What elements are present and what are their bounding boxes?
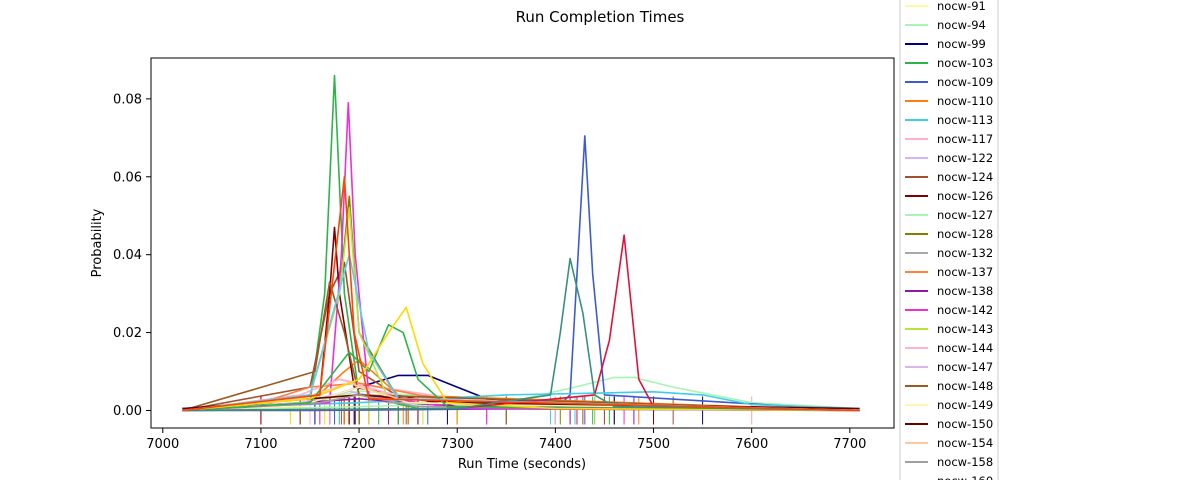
legend-label: nocw-148	[937, 379, 993, 393]
legend-label: nocw-154	[937, 436, 993, 450]
y-tick-label: 0.02	[113, 326, 142, 341]
legend-item: nocw-124	[905, 170, 993, 184]
x-tick-label: 7100	[244, 437, 277, 452]
legend-label: nocw-113	[937, 113, 993, 127]
legend-label: nocw-91	[937, 0, 986, 13]
y-tick-label: 0.00	[113, 404, 142, 419]
series-line-unlabeled-28	[182, 257, 860, 412]
series-line-nocw-160	[182, 323, 860, 412]
legend-label: nocw-142	[937, 303, 993, 317]
legend-item: nocw-138	[905, 284, 993, 298]
legend-label: nocw-138	[937, 284, 993, 298]
legend-item: nocw-94	[905, 18, 986, 32]
legend-label: nocw-122	[937, 151, 993, 165]
legend-label: nocw-109	[937, 75, 993, 89]
x-tick-label: 7500	[637, 437, 670, 452]
legend-item: nocw-147	[905, 360, 993, 374]
legend-label: nocw-127	[937, 208, 993, 222]
x-tick-label: 7000	[146, 437, 179, 452]
series-line-unlabeled-27	[182, 234, 860, 412]
legend-label: nocw-117	[937, 132, 993, 146]
legend-label: nocw-147	[937, 360, 993, 374]
series-line-nocw-148	[182, 281, 860, 412]
legend: nocw-91 nocw-94 nocw-99 nocw-103 nocw-109 noc…	[899, 0, 999, 480]
series-line-unlabeled-26	[182, 306, 860, 412]
legend-item: nocw-91	[905, 0, 986, 13]
legend-item: nocw-126	[905, 189, 993, 203]
legend-label: nocw-124	[937, 170, 993, 184]
legend-item: nocw-148	[905, 379, 993, 393]
x-tick-label: 7400	[539, 437, 572, 452]
legend-label: nocw-137	[937, 265, 993, 279]
legend-label: nocw-160	[937, 474, 993, 480]
legend-label: nocw-150	[937, 417, 993, 431]
legend-item: nocw-99	[905, 37, 986, 51]
series-line-unlabeled-30	[182, 176, 860, 412]
legend-item: nocw-128	[905, 227, 993, 241]
legend-label: nocw-103	[937, 56, 993, 70]
legend-label: nocw-128	[937, 227, 993, 241]
legend-item: nocw-117	[905, 132, 993, 146]
x-axis: 7000 7100 7200 7300 7400 7500 7600 7700	[146, 428, 866, 452]
x-tick-label: 7700	[833, 437, 866, 452]
series-line-nocw-124	[182, 261, 860, 412]
legend-item: nocw-144	[905, 341, 993, 355]
legend-item: nocw-143	[905, 322, 993, 336]
y-axis-label: Probability	[90, 208, 105, 277]
plot-frame	[150, 57, 895, 429]
x-tick-label: 7200	[343, 437, 376, 452]
x-axis-label: Run Time (seconds)	[458, 457, 586, 472]
legend-item: nocw-103	[905, 56, 993, 70]
chart-title: Run Completion Times	[516, 8, 685, 26]
legend-label: nocw-132	[937, 246, 993, 260]
legend-label: nocw-143	[937, 322, 993, 336]
legend-item: nocw-110	[905, 94, 993, 108]
legend-item: nocw-127	[905, 208, 993, 222]
legend-label: nocw-149	[937, 398, 993, 412]
y-axis: 0.00 0.02 0.04 0.06 0.08	[113, 92, 151, 419]
legend-item: nocw-158	[905, 455, 993, 469]
legend-item: nocw-113	[905, 113, 993, 127]
series-line-nocw-142	[182, 102, 860, 412]
series-lines	[182, 74, 860, 412]
legend-label: nocw-144	[937, 341, 993, 355]
legend-label: nocw-99	[937, 37, 986, 51]
y-tick-label: 0.08	[113, 92, 142, 107]
legend-item: nocw-149	[905, 398, 993, 412]
series-line-unlabeled-29	[182, 253, 860, 412]
legend-item: nocw-122	[905, 151, 993, 165]
legend-label: nocw-110	[937, 94, 993, 108]
legend-item: nocw-150	[905, 417, 993, 431]
legend-label: nocw-126	[937, 189, 993, 203]
legend-frame	[899, 0, 999, 480]
y-tick-label: 0.04	[113, 248, 142, 263]
series-line-nocw-126	[182, 226, 860, 412]
x-tick-label: 7600	[735, 437, 768, 452]
legend-item: nocw-142	[905, 303, 993, 317]
legend-item: nocw-160	[937, 474, 993, 480]
legend-label: nocw-94	[937, 18, 986, 32]
series-line-nocw-103	[182, 74, 860, 412]
legend-item: nocw-154	[905, 436, 993, 450]
y-tick-label: 0.06	[113, 170, 142, 185]
series-line-nocw-128	[182, 195, 860, 412]
legend-label: nocw-158	[937, 455, 993, 469]
x-tick-label: 7300	[441, 437, 474, 452]
legend-item: nocw-132	[905, 246, 993, 260]
series-line-nocw-109	[182, 135, 860, 412]
legend-item: nocw-109	[905, 75, 993, 89]
legend-item: nocw-137	[905, 265, 993, 279]
